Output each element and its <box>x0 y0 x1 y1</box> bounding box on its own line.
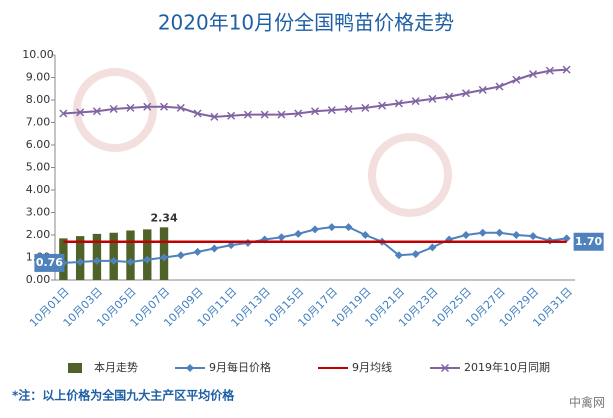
marker <box>445 92 454 101</box>
marker <box>277 110 286 119</box>
marker <box>344 104 353 114</box>
data-label-box <box>573 232 604 251</box>
marker <box>495 82 504 91</box>
bar <box>143 229 152 280</box>
marker <box>327 106 336 115</box>
marker <box>243 110 252 119</box>
marker <box>227 241 236 250</box>
marker <box>378 101 387 110</box>
data-label: 0.76 <box>36 256 63 269</box>
legend-marker <box>186 364 194 372</box>
marker <box>428 94 437 103</box>
legend-label: 本月走势 <box>94 360 138 374</box>
marker <box>529 70 538 79</box>
marker <box>344 223 353 232</box>
marker <box>394 99 403 108</box>
marker <box>327 223 336 232</box>
marker <box>461 89 470 98</box>
bar <box>126 230 135 280</box>
footnote: *注：以上价格为全国九大主产区平均价格 <box>12 388 235 403</box>
data-label: 2.34 <box>150 211 177 224</box>
legend-label: 9月每日价格 <box>209 360 271 374</box>
marker <box>512 75 521 84</box>
marker <box>160 253 169 262</box>
legend-marker <box>440 363 450 373</box>
marker <box>478 228 487 237</box>
marker <box>294 229 303 238</box>
marker <box>59 109 68 118</box>
marker <box>92 107 101 116</box>
y-tick-label: 4.00 <box>26 183 51 196</box>
marker <box>461 231 470 239</box>
marker <box>562 65 571 74</box>
marker <box>361 231 370 239</box>
y-tick-label: 2.00 <box>26 228 51 241</box>
marker <box>227 111 236 120</box>
marker <box>92 256 101 265</box>
legend-label: 2019年10月同期 <box>464 360 550 374</box>
y-tick-label: 10.00 <box>22 48 54 61</box>
y-tick-label: 0.00 <box>26 273 51 286</box>
y-tick-label: 9.00 <box>26 71 51 84</box>
marker <box>76 108 85 117</box>
marker <box>294 109 303 118</box>
y-tick-label: 8.00 <box>26 93 51 106</box>
marker <box>76 258 85 266</box>
y-tick-label: 7.00 <box>26 116 51 129</box>
marker <box>310 107 320 116</box>
bar <box>109 232 118 280</box>
y-tick-label: 5.00 <box>26 161 51 174</box>
marker <box>193 109 202 118</box>
marker <box>143 255 152 264</box>
marker <box>277 233 286 242</box>
marker <box>411 97 420 106</box>
marker <box>126 103 135 112</box>
chart-title: 2020年10月份全国鸭苗价格走势 <box>158 11 454 35</box>
marker <box>478 85 487 94</box>
marker <box>529 232 538 241</box>
marker <box>143 102 152 111</box>
marker <box>160 102 169 111</box>
marker <box>512 231 521 239</box>
marker <box>545 66 554 75</box>
marker <box>176 251 185 260</box>
marker <box>311 225 319 234</box>
marker <box>562 234 571 243</box>
marker <box>176 103 185 112</box>
y-tick-label: 6.00 <box>26 138 51 151</box>
data-label-box <box>34 253 65 272</box>
marker <box>428 243 437 252</box>
marker <box>361 103 370 112</box>
marker <box>126 258 135 266</box>
marker <box>109 256 118 265</box>
watermark: 中禽网 <box>569 395 605 410</box>
marker <box>394 251 403 260</box>
marker <box>260 110 269 119</box>
marker <box>210 112 219 121</box>
marker <box>210 244 219 253</box>
legend-label: 9月均线 <box>352 360 392 374</box>
data-label: 1.70 <box>575 235 602 248</box>
marker <box>193 247 202 256</box>
legend-swatch <box>68 363 82 373</box>
y-tick-label: 3.00 <box>26 206 51 219</box>
marker <box>411 250 420 259</box>
marker <box>109 104 118 114</box>
marker <box>495 228 504 237</box>
